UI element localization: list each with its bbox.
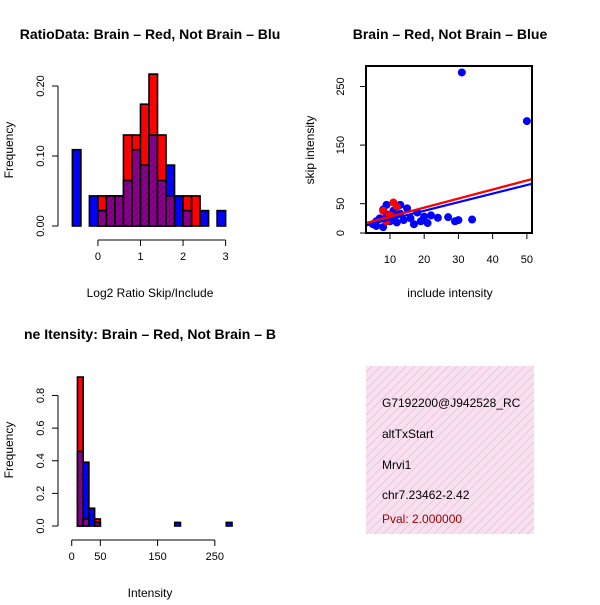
intensity-x-tick-label: 0 — [69, 551, 75, 563]
fit-line-not-brain — [366, 182, 532, 227]
scatter-y-label: skip intensity — [303, 116, 317, 185]
scatter-point-not-brain — [433, 213, 442, 222]
ratio-x-tick-label: 2 — [180, 251, 186, 263]
ratio-bar-overlap — [156, 179, 167, 227]
scatter-point-brain — [392, 202, 401, 211]
ratio-bars — [71, 73, 227, 227]
scatter-points — [366, 68, 532, 232]
scatter-y-tick-label: 0 — [335, 230, 347, 236]
scatter-point-not-brain — [409, 220, 418, 229]
scatter-point-not-brain — [416, 217, 425, 226]
ratio-bar-not-brain — [173, 195, 184, 227]
intensity-bar-overlap — [76, 450, 84, 527]
ratio-y-tick-label: 0.20 — [35, 75, 47, 96]
ratio-bar-brain — [190, 195, 201, 227]
ratio-y-tick-label: 0.10 — [35, 145, 47, 166]
ratio-bar-overlap — [182, 209, 193, 227]
ratio-chart-title: RatioData: Brain – Red, Not Brain – Blu — [20, 26, 281, 42]
scatter-point-not-brain — [457, 68, 466, 77]
ratio-bar-not-brain — [199, 209, 210, 227]
intensity-bars — [76, 376, 233, 527]
scatter-point-not-brain — [522, 117, 531, 126]
intensity-chart-title: ne Itensity: Brain – Red, Not Brain – B — [24, 326, 276, 342]
ratio-bar-overlap — [165, 195, 176, 227]
ratio-y-label: Frequency — [2, 122, 16, 179]
scatter-x-tick-label: 10 — [384, 254, 396, 266]
scatter-point-not-brain — [406, 214, 415, 223]
intensity-bar-not-brain — [82, 461, 90, 527]
info-panel: G7192200@J942528_RC altTxStart Mrvi1 chr… — [366, 366, 534, 534]
scatter-point-not-brain — [450, 217, 459, 226]
ratio-bar-not-brain — [216, 209, 227, 227]
ratio-bar-overlap — [97, 209, 108, 227]
p-value: Pval: 2.000000 — [382, 512, 462, 526]
scatter-x-label: include intensity — [407, 286, 492, 300]
info-panel-background — [366, 366, 534, 534]
scatter-y-tick-label: 50 — [335, 198, 347, 210]
scatter-point-not-brain — [427, 211, 436, 220]
scatter-y-tick-label: 250 — [335, 77, 347, 95]
intensity-y-tick-label: 0.4 — [35, 453, 47, 468]
ratio-x-label: Log2 Ratio Skip/Include — [87, 286, 214, 300]
ratio-x-tick-label: 3 — [223, 251, 229, 263]
intensity-x-tick-label: 250 — [206, 551, 224, 563]
event-type: altTxStart — [382, 427, 434, 441]
intensity-scatter: Brain – Red, Not Brain – Blue 10 20 30 40 50… — [303, 26, 547, 300]
fit-line-brain — [366, 178, 532, 225]
intensity-x-tick-label: 150 — [148, 551, 166, 563]
ratio-x-tick-label: 0 — [95, 251, 101, 263]
scatter-x-tick-label: 40 — [487, 254, 499, 266]
scatter-point-not-brain — [468, 215, 477, 224]
ratio-bar-not-brain — [71, 148, 82, 227]
scatter-y-tick-label: 150 — [335, 136, 347, 154]
intensity-bar-not-brain — [173, 521, 182, 527]
ratio-x-tick-label: 1 — [137, 251, 143, 263]
intensity-y-label: Frequency — [2, 422, 16, 479]
intensity-bar-not-brain — [88, 507, 96, 527]
ratio-bar-overlap — [131, 148, 142, 227]
scatter-x-tick-label: 30 — [452, 254, 464, 266]
scatter-plot-area — [366, 68, 532, 232]
scatter-point-not-brain — [392, 218, 401, 227]
scatter-frame — [365, 65, 533, 234]
ratio-histogram: RatioData: Brain – Red, Not Brain – Blu … — [2, 26, 280, 300]
genomic-location: chr7.23462-2.42 — [382, 488, 470, 502]
scatter-axes: 10 20 30 40 50 0 50 150 250 — [335, 65, 533, 266]
intensity-histogram: ne Itensity: Brain – Red, Not Brain – B … — [2, 326, 276, 600]
probe-id: G7192200@J942528_RC — [382, 396, 521, 410]
ratio-bar-overlap — [114, 195, 125, 227]
intensity-bar-overlap — [93, 521, 102, 527]
scatter-point-not-brain — [399, 216, 408, 225]
intensity-axes: 0.0 0.2 0.4 0.6 0.8 0 50 150 250 — [35, 388, 224, 563]
scatter-point-not-brain — [403, 204, 412, 213]
intensity-y-tick-label: 0.0 — [35, 518, 47, 533]
scatter-point-not-brain — [379, 223, 388, 232]
intensity-y-tick-label: 0.8 — [35, 388, 47, 403]
scatter-point-brain — [379, 206, 388, 215]
ratio-axes: 0.00 0.10 0.20 0 1 2 3 — [35, 75, 229, 263]
gene-name: Mrvi1 — [382, 458, 412, 472]
ratio-bar-overlap — [148, 134, 159, 227]
ratio-bar-not-brain — [88, 195, 99, 227]
intensity-x-label: Intensity — [128, 586, 173, 600]
intensity-y-tick-label: 0.2 — [35, 486, 47, 501]
scatter-point-not-brain — [423, 219, 432, 228]
ratio-bar-overlap — [105, 195, 116, 227]
intensity-x-tick-label: 50 — [94, 551, 106, 563]
ratio-y-tick-label: 0.00 — [35, 215, 47, 236]
scatter-chart-title: Brain – Red, Not Brain – Blue — [353, 26, 548, 42]
intensity-bar-not-brain — [225, 521, 233, 527]
ratio-bar-overlap — [139, 164, 150, 227]
scatter-point-not-brain — [444, 213, 453, 222]
intensity-y-tick-label: 0.6 — [35, 420, 47, 435]
scatter-x-tick-label: 50 — [521, 254, 533, 266]
intensity-bar-overlap — [82, 518, 90, 527]
ratio-bar-overlap — [122, 179, 133, 227]
scatter-x-tick-label: 20 — [418, 254, 430, 266]
